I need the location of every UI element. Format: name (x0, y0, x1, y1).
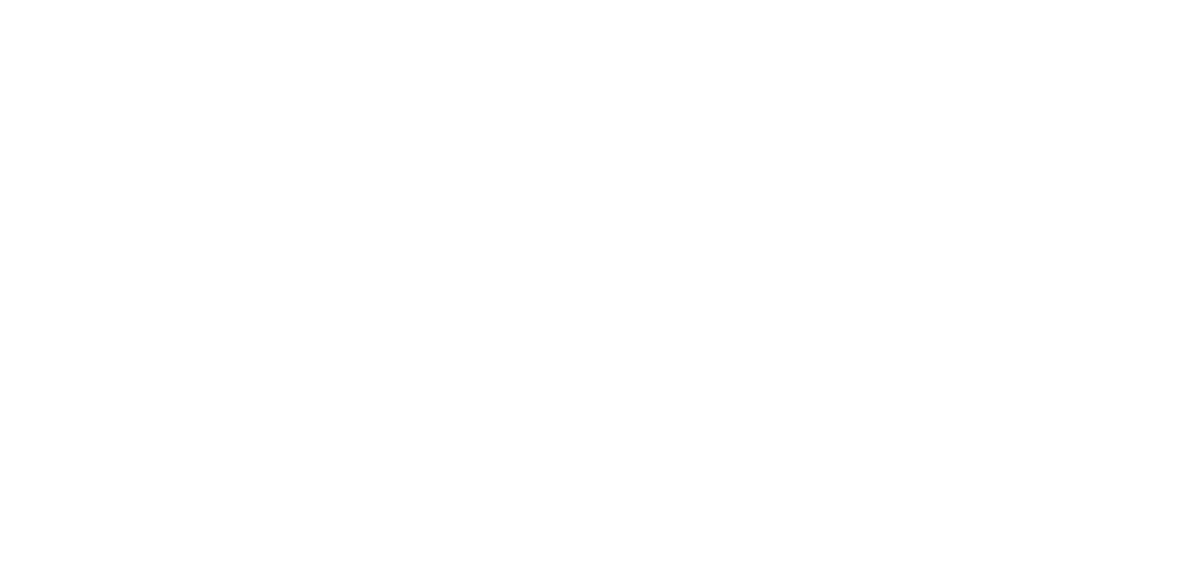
Wedge shape (733, 233, 838, 422)
Wedge shape (77, 201, 163, 274)
Title: HOW IMPORTANT IS SECURE
DOWNLOAD AND DRM-PROTECTED
OFFLINE PLAYBACK TO YOUR
SUBS: HOW IMPORTANT IS SECURE DOWNLOAD AND DRM… (98, 8, 394, 76)
Text: 15%: 15% (166, 173, 199, 188)
Text: 8%: 8% (792, 208, 816, 221)
Text: 41%: 41% (1062, 255, 1096, 269)
Text: 11%: 11% (860, 152, 894, 166)
Wedge shape (804, 109, 930, 218)
Text: 21%: 21% (97, 346, 131, 360)
Wedge shape (930, 109, 1127, 472)
FancyBboxPatch shape (456, 236, 509, 270)
Text: Somewhat important: Somewhat important (523, 247, 664, 260)
Text: 23%: 23% (251, 437, 284, 452)
Wedge shape (748, 154, 857, 264)
FancyBboxPatch shape (456, 303, 509, 338)
Wedge shape (68, 251, 191, 456)
Title: HOW IMPORTANT IS THE ABILITY
TO WATCH SUBSCRIBED CONTENT OUTSIDE
OF THEIR HOME C: HOW IMPORTANT IS THE ABILITY TO WATCH SU… (744, 0, 1116, 52)
Text: Not very important: Not very important (523, 380, 650, 393)
Wedge shape (246, 128, 424, 419)
Text: 24%: 24% (884, 452, 918, 466)
FancyBboxPatch shape (456, 169, 509, 203)
FancyBboxPatch shape (456, 437, 509, 471)
Wedge shape (770, 373, 1036, 503)
FancyBboxPatch shape (456, 370, 509, 405)
Text: 5%: 5% (109, 235, 133, 249)
Text: Neutral/Unknown: Neutral/Unknown (523, 313, 638, 327)
Wedge shape (102, 128, 246, 245)
Text: Very important: Very important (523, 180, 623, 193)
Text: 16%: 16% (760, 318, 792, 332)
Text: 36%: 36% (356, 239, 390, 253)
Wedge shape (151, 372, 383, 483)
Text: Not at all important: Not at all important (523, 447, 654, 460)
